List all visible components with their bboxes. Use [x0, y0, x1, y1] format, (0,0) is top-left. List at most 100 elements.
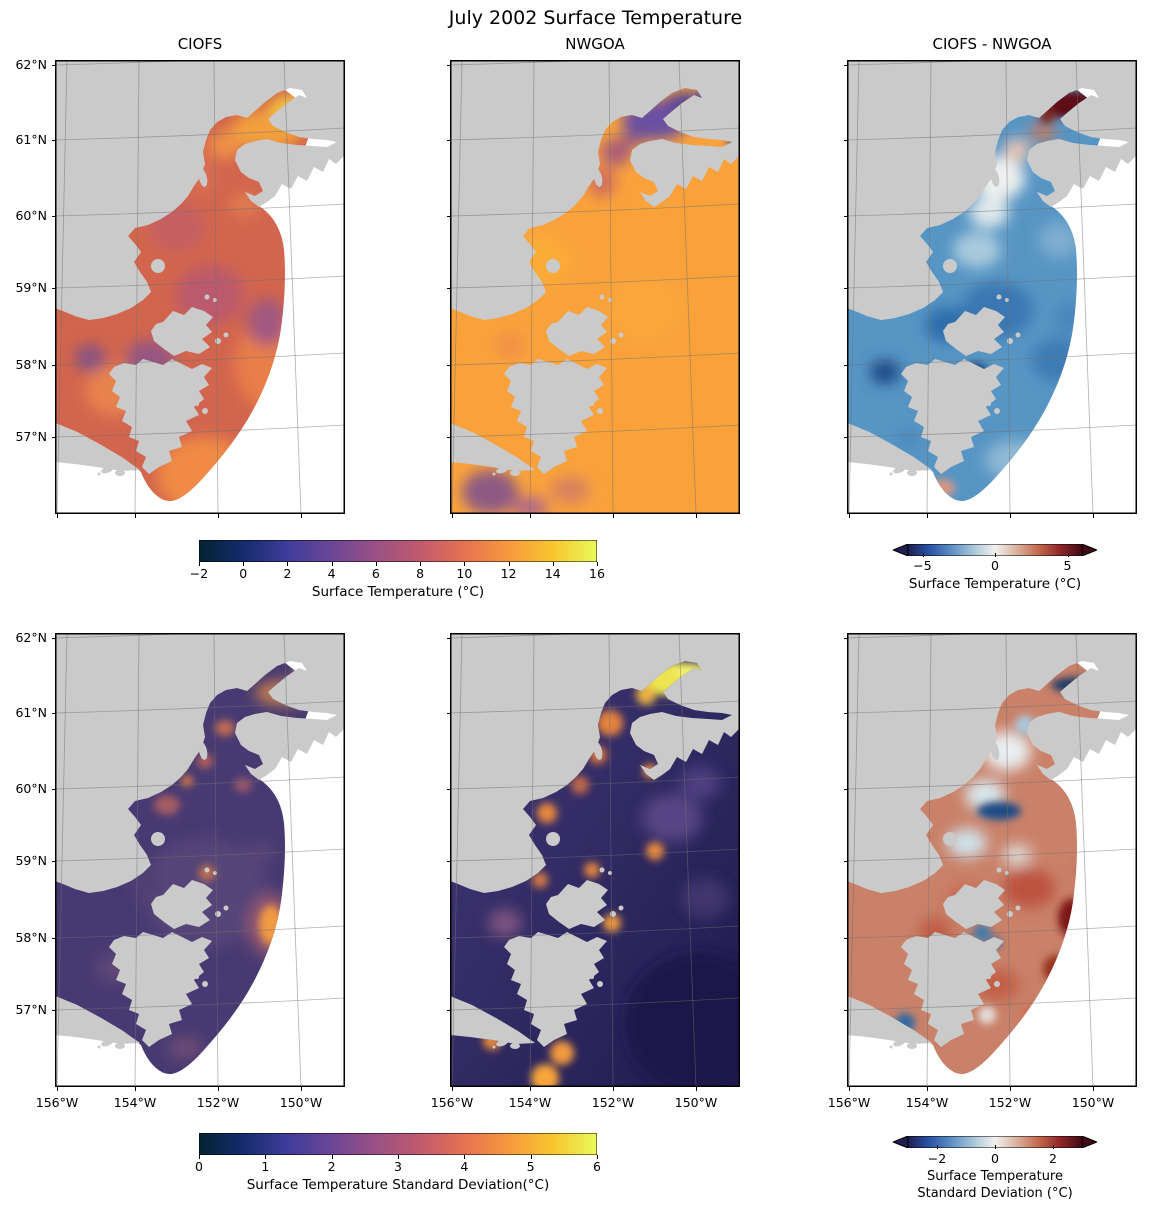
- colorbar-tick-mark: [530, 1155, 532, 1159]
- lon-tick-mark: [135, 514, 136, 518]
- lon-tick-label: 150°W: [674, 1095, 718, 1110]
- lat-tick-mark: [51, 437, 55, 438]
- lat-tick-mark: [51, 713, 55, 714]
- lon-tick-mark: [849, 1087, 850, 1091]
- lon-tick-mark: [927, 1087, 928, 1091]
- lat-tick-mark: [51, 938, 55, 939]
- colorbar-label-temperature: Surface Temperature (°C): [311, 584, 485, 600]
- lat-tick-mark: [843, 437, 847, 438]
- lat-tick-mark: [843, 216, 847, 217]
- lon-tick-mark: [452, 1087, 453, 1091]
- lat-tick-label: 59°N: [15, 280, 47, 295]
- lon-tick-mark: [849, 514, 850, 518]
- colorbar-tick-mark: [464, 1155, 466, 1159]
- lon-tick-mark: [1010, 1087, 1011, 1091]
- map-panel-temperature-difference: [847, 60, 1137, 514]
- lat-tick-mark: [446, 638, 450, 639]
- lat-tick-mark: [51, 288, 55, 289]
- lon-tick-mark: [218, 514, 219, 518]
- colorbar-label-temperature-difference: Surface Temperature (°C): [908, 576, 1082, 592]
- lon-tick-label: 156°W: [430, 1095, 474, 1110]
- colorbar-tick-label: 5: [526, 1159, 535, 1174]
- lon-tick-label: 150°W: [1071, 1095, 1115, 1110]
- lat-tick-mark: [51, 65, 55, 66]
- colorbar-tick-mark: [1067, 553, 1069, 557]
- lon-tick-label: 156°W: [35, 1095, 79, 1110]
- colorbar-tick-mark: [331, 562, 333, 566]
- map-panel-ciofs-mean-temperature: [55, 60, 345, 514]
- colorbar-label-std: Surface Temperature Standard Deviation(°…: [246, 1177, 550, 1193]
- lon-tick-mark: [218, 1087, 219, 1091]
- lat-tick-mark: [51, 1010, 55, 1011]
- lat-tick-mark: [446, 1010, 450, 1011]
- colorbar-tick-mark: [331, 1155, 333, 1159]
- lat-tick-mark: [446, 288, 450, 289]
- lat-tick-mark: [51, 140, 55, 141]
- lat-tick-label: 57°N: [15, 1002, 47, 1017]
- colorbar-std-difference: [891, 1133, 1099, 1152]
- lat-tick-mark: [843, 638, 847, 639]
- lat-tick-label: 58°N: [15, 930, 47, 945]
- colorbar-temperature-difference: [891, 541, 1099, 560]
- colorbar-label-std-difference: Surface Temperature Standard Deviation (…: [893, 1168, 1097, 1202]
- colorbar-tick-mark: [398, 1155, 399, 1159]
- colorbar-tick-mark: [199, 562, 200, 566]
- lon-tick-mark: [613, 1087, 614, 1091]
- colorbar-tick-mark: [508, 562, 510, 566]
- colorbar-tick-label: 16: [589, 566, 605, 581]
- lat-tick-label: 62°N: [15, 57, 47, 72]
- colorbar-tick-mark: [375, 562, 377, 566]
- lat-tick-label: 58°N: [15, 357, 47, 372]
- lon-tick-label: 150°W: [279, 1095, 323, 1110]
- lat-tick-label: 62°N: [15, 630, 47, 645]
- lon-tick-mark: [301, 514, 302, 518]
- lat-tick-label: 60°N: [15, 208, 47, 223]
- lon-tick-mark: [135, 1087, 136, 1091]
- lat-tick-mark: [51, 861, 55, 862]
- lat-tick-mark: [446, 713, 450, 714]
- lat-tick-mark: [446, 437, 450, 438]
- lon-tick-label: 154°W: [508, 1095, 552, 1110]
- colorbar-tick-label: 14: [544, 566, 561, 581]
- colorbar-tick-label: 2: [283, 566, 292, 581]
- lon-tick-label: 154°W: [905, 1095, 949, 1110]
- colorbar-tick-mark: [464, 562, 466, 566]
- lat-tick-mark: [843, 861, 847, 862]
- lon-tick-mark: [696, 514, 697, 518]
- lat-tick-label: 61°N: [15, 705, 47, 720]
- colorbar-tick-label: −2: [189, 566, 209, 581]
- lat-tick-mark: [446, 789, 450, 790]
- lat-tick-mark: [843, 288, 847, 289]
- lon-tick-label: 152°W: [988, 1095, 1032, 1110]
- lat-tick-mark: [446, 216, 450, 217]
- lat-tick-mark: [51, 638, 55, 639]
- map-panel-nwgoa-mean-temperature: [450, 60, 740, 514]
- colorbar-tick-label: 0: [239, 566, 248, 581]
- lat-tick-label: 61°N: [15, 132, 47, 147]
- lat-tick-mark: [446, 140, 450, 141]
- lon-tick-label: 152°W: [591, 1095, 635, 1110]
- lat-tick-mark: [51, 789, 55, 790]
- colorbar-surface-temperature: [198, 539, 598, 566]
- lon-tick-mark: [1093, 514, 1094, 518]
- colorbar-tick-mark: [552, 562, 554, 566]
- lat-tick-mark: [446, 65, 450, 66]
- colorbar-tick-label: 2: [327, 1159, 336, 1174]
- colorbar-tick-label: 3: [394, 1159, 402, 1174]
- colorbar-tick-mark: [995, 553, 996, 557]
- colorbar-tick-label: 5: [1063, 558, 1072, 573]
- map-panel-nwgoa-std: [450, 633, 740, 1087]
- colorbar-tick-label: 0: [991, 1151, 999, 1166]
- lon-tick-label: 152°W: [196, 1095, 240, 1110]
- colorbar-tick-mark: [287, 562, 289, 566]
- colorbar-tick-label: 12: [500, 566, 517, 581]
- lon-tick-mark: [530, 1087, 531, 1091]
- lat-tick-mark: [51, 216, 55, 217]
- colorbar-tick-label: 4: [327, 566, 336, 581]
- colorbar-tick-mark: [922, 553, 924, 557]
- lat-tick-label: 57°N: [15, 429, 47, 444]
- panel-title-ciofs: CIOFS: [177, 35, 223, 53]
- colorbar-tick-label: 0: [195, 1159, 203, 1174]
- colorbar-tick-mark: [420, 562, 422, 566]
